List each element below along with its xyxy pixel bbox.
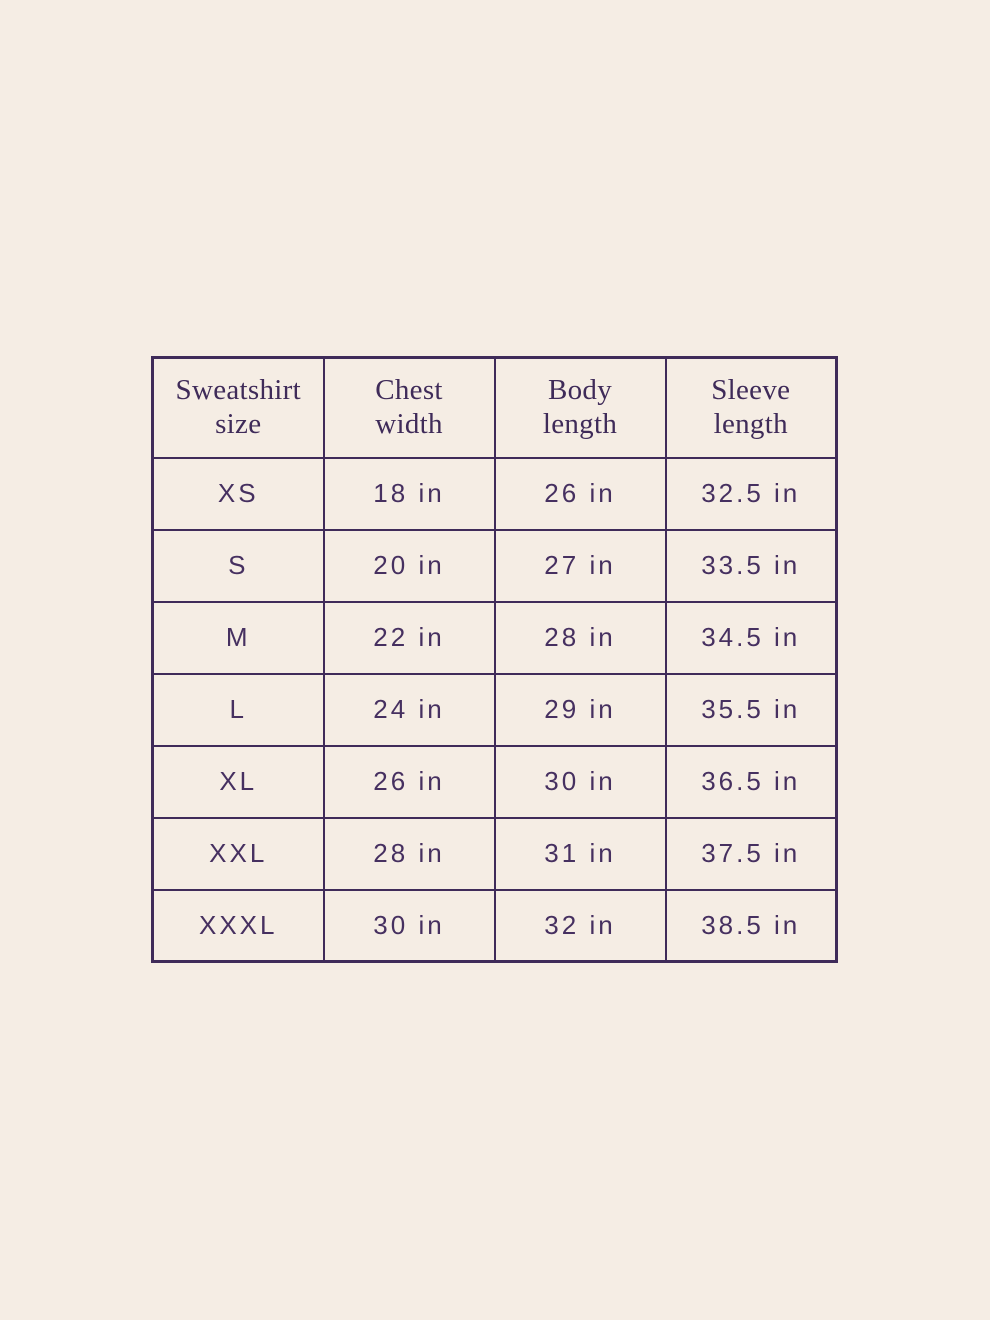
chest-width-cell: 26 in: [322, 744, 496, 819]
body-length-cell: 26 in: [493, 456, 667, 531]
body-length-cell: 30 in: [493, 744, 667, 819]
header-sweatshirt-size-line2: size: [215, 407, 262, 440]
body-length-cell: 28 in: [493, 600, 667, 675]
header-chest-width-line1: Chest: [375, 374, 443, 407]
sleeve-length-cell: 36.5 in: [664, 744, 838, 819]
size-cell: L: [151, 672, 325, 747]
table-row-xs: XS 18 in 26 in 32.5 in: [151, 456, 838, 531]
size-cell: XS: [151, 456, 325, 531]
chest-width-cell: 30 in: [322, 888, 496, 963]
size-cell: XXXL: [151, 888, 325, 963]
header-chest-width: Chest width: [322, 356, 496, 459]
chest-width-cell: 28 in: [322, 816, 496, 891]
size-cell: XXL: [151, 816, 325, 891]
body-length-cell: 31 in: [493, 816, 667, 891]
sweatshirt-size-chart: Sweatshirt size Chest width Body length …: [151, 356, 838, 963]
sleeve-length-cell: 37.5 in: [664, 816, 838, 891]
table-row-xxxl: XXXL 30 in 32 in 38.5 in: [151, 888, 838, 963]
sleeve-length-cell: 34.5 in: [664, 600, 838, 675]
header-body-length: Body length: [493, 356, 667, 459]
sleeve-length-cell: 33.5 in: [664, 528, 838, 603]
sleeve-length-cell: 35.5 in: [664, 672, 838, 747]
size-cell: XL: [151, 744, 325, 819]
table-row-s: S 20 in 27 in 33.5 in: [151, 528, 838, 603]
body-length-cell: 29 in: [493, 672, 667, 747]
header-chest-width-line2: width: [375, 407, 443, 440]
chest-width-cell: 20 in: [322, 528, 496, 603]
chest-width-cell: 24 in: [322, 672, 496, 747]
header-sweatshirt-size-line1: Sweatshirt: [175, 374, 301, 407]
size-cell: S: [151, 528, 325, 603]
header-sleeve-length: Sleeve length: [664, 356, 838, 459]
sleeve-length-cell: 38.5 in: [664, 888, 838, 963]
header-sleeve-length-line2: length: [713, 407, 788, 440]
header-body-length-line2: length: [542, 407, 618, 440]
table-row-m: M 22 in 28 in 34.5 in: [151, 600, 838, 675]
body-length-cell: 27 in: [493, 528, 667, 603]
table-row-l: L 24 in 29 in 35.5 in: [151, 672, 838, 747]
table-row-xxl: XXL 28 in 31 in 37.5 in: [151, 816, 838, 891]
table-row-xl: XL 26 in 30 in 36.5 in: [151, 744, 838, 819]
header-sleeve-length-line1: Sleeve: [711, 374, 791, 407]
chest-width-cell: 22 in: [322, 600, 496, 675]
size-cell: M: [151, 600, 325, 675]
chest-width-cell: 18 in: [322, 456, 496, 531]
header-sweatshirt-size: Sweatshirt size: [151, 356, 325, 459]
header-body-length-line1: Body: [547, 374, 613, 407]
body-length-cell: 32 in: [493, 888, 667, 963]
header-row: Sweatshirt size Chest width Body length …: [151, 356, 838, 459]
sleeve-length-cell: 32.5 in: [664, 456, 838, 531]
